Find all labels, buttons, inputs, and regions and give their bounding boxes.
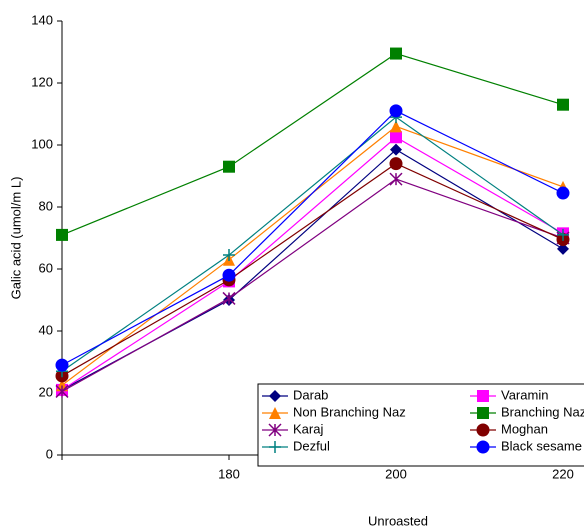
series-line	[61, 178, 564, 392]
series-line	[61, 52, 564, 236]
legend-label: Varamin	[501, 387, 548, 402]
data-point	[56, 228, 68, 241]
data-point	[389, 104, 403, 118]
y-tick-label: 100	[31, 136, 53, 151]
x-tick-label: 180	[218, 466, 240, 481]
data-point	[390, 120, 402, 133]
legend-label: Darab	[293, 387, 328, 402]
legend-marker	[268, 423, 282, 437]
x-tick-label: 200	[385, 466, 407, 481]
data-point	[222, 268, 236, 282]
legend-label: Karaj	[293, 421, 323, 436]
y-tick-label: 20	[39, 384, 53, 399]
data-point	[557, 242, 569, 255]
data-point	[222, 291, 236, 305]
series-line	[61, 162, 564, 377]
data-point	[390, 143, 402, 156]
legend-box	[257, 383, 584, 467]
y-tick-label: 60	[39, 260, 53, 275]
legend-label: Branching Naz	[501, 404, 584, 419]
legend-label: Black sesame	[501, 438, 582, 453]
y-tick-label: 120	[31, 74, 53, 89]
data-point	[556, 186, 570, 200]
legend-label: Non Branching Naz	[293, 404, 406, 419]
data-point	[389, 172, 403, 186]
y-axis-title: Galic acid (umol/m L)	[8, 177, 23, 300]
data-point	[223, 249, 235, 262]
data-point	[389, 157, 403, 171]
legend-marker	[269, 441, 281, 453]
data-point	[557, 98, 569, 111]
x-axis-title: Unroasted	[368, 513, 428, 528]
legend-marker	[477, 390, 489, 402]
legend-label: Dezful	[293, 438, 330, 453]
data-point	[557, 228, 569, 241]
legend-label: Moghan	[501, 421, 548, 436]
data-point	[390, 47, 402, 60]
data-point	[55, 384, 69, 398]
legend-marker	[476, 423, 490, 437]
legend-marker	[269, 407, 281, 419]
data-point	[55, 358, 69, 372]
data-point	[223, 160, 235, 173]
legend-marker	[269, 390, 281, 402]
y-tick-label: 40	[39, 322, 53, 337]
legend-marker	[476, 440, 490, 454]
series-line	[61, 125, 564, 386]
legend-marker	[477, 407, 489, 419]
series-line	[61, 110, 564, 366]
series-line	[61, 136, 564, 391]
data-point	[390, 131, 402, 144]
y-tick-label: 80	[39, 198, 53, 213]
x-tick-label: 220	[552, 466, 574, 481]
y-tick-label: 140	[31, 12, 53, 27]
y-tick-label: 0	[46, 446, 53, 461]
series-line	[61, 116, 564, 372]
